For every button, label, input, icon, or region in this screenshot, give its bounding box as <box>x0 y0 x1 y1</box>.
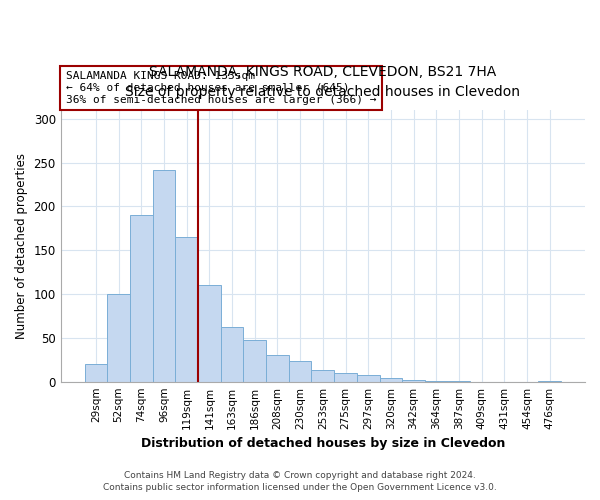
Bar <box>425 381 448 382</box>
Bar <box>538 381 561 382</box>
Bar <box>402 380 425 382</box>
Text: SALAMANDA KINGS ROAD: 133sqm
← 64% of detached houses are smaller (645)
36% of s: SALAMANDA KINGS ROAD: 133sqm ← 64% of de… <box>66 72 376 104</box>
Bar <box>152 170 175 382</box>
Bar <box>130 215 152 382</box>
Bar <box>380 378 402 382</box>
Bar <box>85 364 107 382</box>
Title: SALAMANDA, KINGS ROAD, CLEVEDON, BS21 7HA
Size of property relative to detached : SALAMANDA, KINGS ROAD, CLEVEDON, BS21 7H… <box>125 64 520 99</box>
Bar <box>175 237 198 382</box>
X-axis label: Distribution of detached houses by size in Clevedon: Distribution of detached houses by size … <box>140 437 505 450</box>
Bar <box>357 374 380 382</box>
Y-axis label: Number of detached properties: Number of detached properties <box>15 153 28 339</box>
Bar <box>448 381 470 382</box>
Bar <box>198 286 221 382</box>
Bar <box>107 294 130 382</box>
Bar <box>244 340 266 382</box>
Text: Contains HM Land Registry data © Crown copyright and database right 2024.
Contai: Contains HM Land Registry data © Crown c… <box>103 471 497 492</box>
Bar <box>311 370 334 382</box>
Bar <box>289 360 311 382</box>
Bar <box>334 373 357 382</box>
Bar <box>266 356 289 382</box>
Bar <box>221 328 244 382</box>
